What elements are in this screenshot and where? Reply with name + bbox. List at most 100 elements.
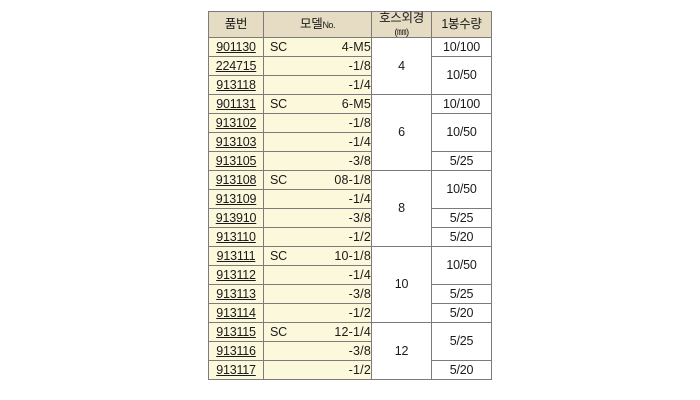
cell-part-no[interactable]: 913112 (208, 265, 264, 285)
cell-model-no: -1/4 (263, 189, 372, 209)
cell-model-no: -3/8 (263, 208, 372, 228)
model-number: -3/8 (348, 343, 371, 358)
cell-qty-per-bag: 5/25 (431, 151, 492, 171)
cell-part-no[interactable]: 913105 (208, 151, 264, 171)
part-no-link[interactable]: 913103 (215, 134, 257, 149)
model-number: -3/8 (348, 210, 371, 225)
part-no-link[interactable]: 913112 (216, 267, 256, 282)
cell-part-no[interactable]: 913910 (208, 208, 264, 228)
hose-od-unit-label: (㎜) (394, 26, 409, 38)
cell-part-no[interactable]: 913109 (208, 189, 264, 209)
table-row: 913117 -1/2 5/20 (208, 360, 492, 380)
cell-qty-per-bag: 5/25 (431, 284, 492, 304)
cell-hose-od: 10 (371, 246, 432, 323)
model-prefix: SC (270, 324, 287, 339)
cell-part-no[interactable]: 913114 (208, 303, 264, 323)
model-number: -1/2 (348, 305, 371, 320)
product-spec-table: 품번 모델No. 호스외경(㎜) 1봉수량 901130 SC 4-M5 4 10/10… (208, 11, 492, 380)
part-no-link[interactable]: 913910 (215, 210, 257, 225)
cell-qty-per-bag: 5/25 (431, 208, 492, 228)
part-no-link[interactable]: 913105 (215, 153, 257, 168)
model-number: 4-M5 (341, 39, 371, 54)
model-number: -1/4 (348, 191, 371, 206)
cell-part-no[interactable]: 913115 (208, 322, 264, 342)
cell-part-no[interactable]: 901131 (208, 94, 264, 114)
cell-part-no[interactable]: 913103 (208, 132, 264, 152)
part-no-link[interactable]: 901131 (216, 96, 256, 111)
cell-model-no: -3/8 (263, 151, 372, 171)
table-body: 901130 SC 4-M5 4 10/100 224715 -1/8 10/50 913118… (208, 37, 492, 380)
column-header-hose-od: 호스외경(㎜) (371, 11, 432, 38)
model-no-sub-label: No. (322, 20, 335, 31)
table-row: 913116 -3/8 (208, 341, 492, 361)
part-no-link[interactable]: 913114 (216, 305, 256, 320)
table-row: 913109 -1/4 (208, 189, 492, 209)
table-row: 913113 -3/8 5/25 (208, 284, 492, 304)
part-no-link[interactable]: 913108 (215, 172, 257, 187)
cell-qty-per-bag: 10/100 (431, 94, 492, 114)
model-number: -3/8 (348, 286, 371, 301)
column-header-part-no: 품번 (208, 11, 264, 38)
table-row: 913910 -3/8 5/25 (208, 208, 492, 228)
table-row: 913108 SC 08-1/8 8 10/50 (208, 170, 492, 247)
part-no-link[interactable]: 913113 (216, 286, 256, 301)
cell-part-no[interactable]: 224715 (208, 56, 264, 76)
table-row: 913110 -1/2 5/20 (208, 227, 492, 247)
cell-qty-per-bag: 5/25 (431, 322, 492, 361)
cell-qty-per-bag: 10/50 (431, 56, 492, 95)
cell-part-no[interactable]: 913110 (208, 227, 264, 247)
part-no-link[interactable]: 913111 (216, 248, 256, 263)
cell-part-no[interactable]: 913117 (208, 360, 264, 380)
table-row: 913114 -1/2 5/20 (208, 303, 492, 323)
model-number: 12-1/4 (334, 324, 371, 339)
table-row: 913118 -1/4 (208, 75, 492, 95)
cell-qty-per-bag: 10/50 (431, 170, 492, 209)
model-prefix: SC (270, 39, 287, 54)
part-no-link[interactable]: 913115 (216, 324, 256, 339)
part-no-link[interactable]: 913110 (216, 229, 256, 244)
cell-part-no[interactable]: 913116 (208, 341, 264, 361)
cell-part-no[interactable]: 913118 (208, 75, 264, 95)
part-no-link[interactable]: 913109 (215, 191, 257, 206)
cell-qty-per-bag: 5/20 (431, 360, 492, 380)
part-no-link[interactable]: 913102 (215, 115, 257, 130)
table-row: 913103 -1/4 (208, 132, 492, 152)
part-no-link[interactable]: 913117 (216, 362, 256, 377)
model-number: 10-1/8 (334, 248, 371, 263)
model-number: -1/4 (348, 77, 371, 92)
cell-model-no: SC 12-1/4 (263, 322, 372, 342)
model-prefix: SC (270, 248, 287, 263)
model-number: 08-1/8 (334, 172, 371, 187)
cell-model-no: SC 4-M5 (263, 37, 372, 57)
model-prefix: SC (270, 172, 287, 187)
cell-model-no: -1/4 (263, 265, 372, 285)
cell-part-no[interactable]: 913111 (208, 246, 264, 266)
column-header-qty-per-bag: 1봉수량 (431, 11, 492, 38)
part-no-link[interactable]: 224715 (215, 58, 257, 73)
cell-part-no[interactable]: 901130 (208, 37, 264, 57)
cell-model-no: SC 10-1/8 (263, 246, 372, 266)
cell-model-no: -3/8 (263, 341, 372, 361)
table-row: 913102 -1/8 10/50 (208, 113, 492, 152)
cell-qty-per-bag: 5/20 (431, 227, 492, 247)
cell-qty-per-bag: 10/50 (431, 246, 492, 285)
table-row: 224715 -1/8 10/50 (208, 56, 492, 95)
part-no-link[interactable]: 913118 (216, 77, 256, 92)
cell-hose-od: 4 (371, 37, 432, 95)
header-row: 품번 모델No. 호스외경(㎜) 1봉수량 (208, 11, 492, 38)
table-row: 913105 -3/8 5/25 (208, 151, 492, 171)
model-prefix: SC (270, 96, 287, 111)
cell-part-no[interactable]: 913108 (208, 170, 264, 190)
table-header: 품번 모델No. 호스외경(㎜) 1봉수량 (208, 11, 492, 38)
part-no-link[interactable]: 901130 (216, 39, 256, 54)
cell-model-no: -1/4 (263, 75, 372, 95)
cell-hose-od: 6 (371, 94, 432, 171)
spec-table-container: 품번 모델No. 호스외경(㎜) 1봉수량 901130 SC 4-M5 4 10/10… (208, 11, 492, 380)
part-no-link[interactable]: 913116 (216, 343, 256, 358)
cell-part-no[interactable]: 913102 (208, 113, 264, 133)
cell-hose-od: 12 (371, 322, 432, 380)
cell-model-no: -3/8 (263, 284, 372, 304)
cell-part-no[interactable]: 913113 (208, 284, 264, 304)
table-row: 913115 SC 12-1/4 12 5/25 (208, 322, 492, 380)
table-row: 901131 SC 6-M5 6 10/100 (208, 94, 492, 171)
